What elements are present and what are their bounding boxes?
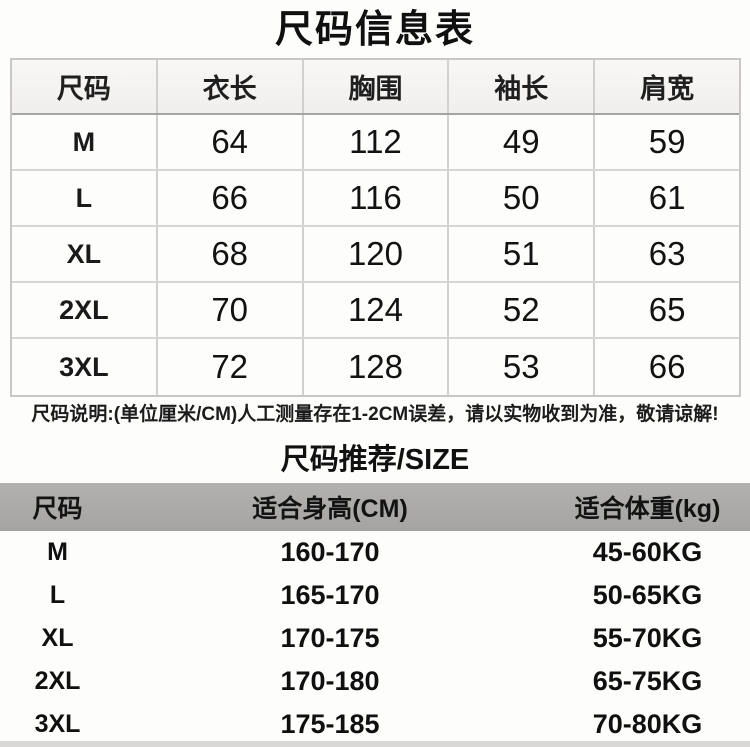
table-row: 3XL 72 128 53 66 (12, 339, 739, 395)
recommend-table-header-row: 尺码 适合身高(CM) 适合体重(kg) (0, 483, 750, 531)
column-header-size: 尺码 (56, 74, 111, 104)
table-row: 2XL 70 124 52 65 (12, 283, 739, 339)
size-table-header-row: 尺码 衣长 胸围 袖长 肩宽 (12, 60, 739, 115)
chest-cell: 116 (301, 171, 448, 225)
column-header-weight: 适合体重(kg) (574, 495, 721, 523)
size-cell: M (47, 538, 68, 566)
table-row: L 165-170 50-65KG (0, 574, 750, 617)
chest-cell: 120 (301, 227, 448, 281)
length-cell: 68 (155, 227, 302, 281)
size-cell: 2XL (59, 294, 109, 325)
table-row: M 64 112 49 59 (12, 115, 739, 171)
sleeve-cell: 51 (447, 227, 593, 281)
recommend-table: M 160-170 45-60KG L 165-170 50-65KG XL 1… (0, 531, 750, 746)
table-row: M 160-170 45-60KG (0, 531, 750, 574)
chest-cell: 128 (301, 339, 448, 395)
shoulder-cell: 61 (593, 171, 739, 225)
table-row: XL 68 120 51 63 (12, 227, 739, 283)
weight-cell: 50-65KG (592, 580, 703, 610)
length-cell: 72 (155, 339, 302, 395)
table-row: L 66 116 50 61 (12, 171, 739, 227)
sleeve-cell: 49 (447, 115, 593, 169)
bottom-strip (0, 741, 750, 747)
column-header-size: 尺码 (32, 495, 83, 523)
length-cell: 70 (155, 283, 302, 337)
sleeve-cell: 50 (447, 171, 593, 225)
weight-cell: 45-60KG (592, 537, 703, 567)
sleeve-cell: 52 (447, 283, 593, 337)
weight-cell: 65-75KG (592, 666, 703, 696)
weight-cell: 70-80KG (592, 709, 703, 739)
column-header-length: 衣长 (155, 60, 302, 113)
measurement-note: 尺码说明:(单位厘米/CM)人工测量存在1-2CM误差，请以实物收到为准，敬请谅… (31, 404, 719, 425)
size-cell: XL (41, 624, 74, 652)
height-cell: 170-175 (280, 623, 380, 653)
height-cell: 165-170 (280, 580, 380, 610)
shoulder-cell: 65 (593, 283, 739, 337)
shoulder-cell: 63 (593, 227, 739, 281)
size-cell: XL (66, 238, 102, 269)
size-info-table: 尺码 衣长 胸围 袖长 肩宽 M 64 112 49 59 L 66 116 5… (10, 58, 741, 397)
shoulder-cell: 59 (593, 115, 739, 169)
page-title: 尺码信息表 (274, 9, 475, 51)
size-cell: M (72, 126, 96, 157)
sleeve-cell: 53 (447, 339, 593, 395)
height-cell: 175-185 (280, 709, 380, 739)
column-header-height: 适合身高(CM) (252, 495, 408, 523)
length-cell: 64 (155, 115, 302, 169)
size-cell: L (75, 182, 93, 213)
table-row: 2XL 170-180 65-75KG (0, 660, 750, 703)
size-cell: L (49, 581, 66, 609)
size-cell: 2XL (34, 667, 81, 695)
table-row: 3XL 175-185 70-80KG (0, 703, 750, 746)
weight-cell: 55-70KG (592, 623, 703, 653)
chest-cell: 112 (301, 115, 448, 169)
height-cell: 170-180 (280, 666, 380, 696)
height-cell: 160-170 (280, 537, 380, 567)
column-header-chest: 胸围 (301, 60, 448, 113)
table-row: XL 170-175 55-70KG (0, 617, 750, 660)
size-cell: 3XL (34, 710, 81, 738)
chest-cell: 124 (301, 283, 448, 337)
column-header-sleeve: 袖长 (447, 60, 593, 113)
length-cell: 66 (155, 171, 302, 225)
shoulder-cell: 66 (593, 339, 739, 395)
size-cell: 3XL (59, 351, 109, 382)
column-header-shoulder: 肩宽 (593, 60, 739, 113)
recommend-title: 尺码推荐/SIZE (280, 444, 470, 476)
